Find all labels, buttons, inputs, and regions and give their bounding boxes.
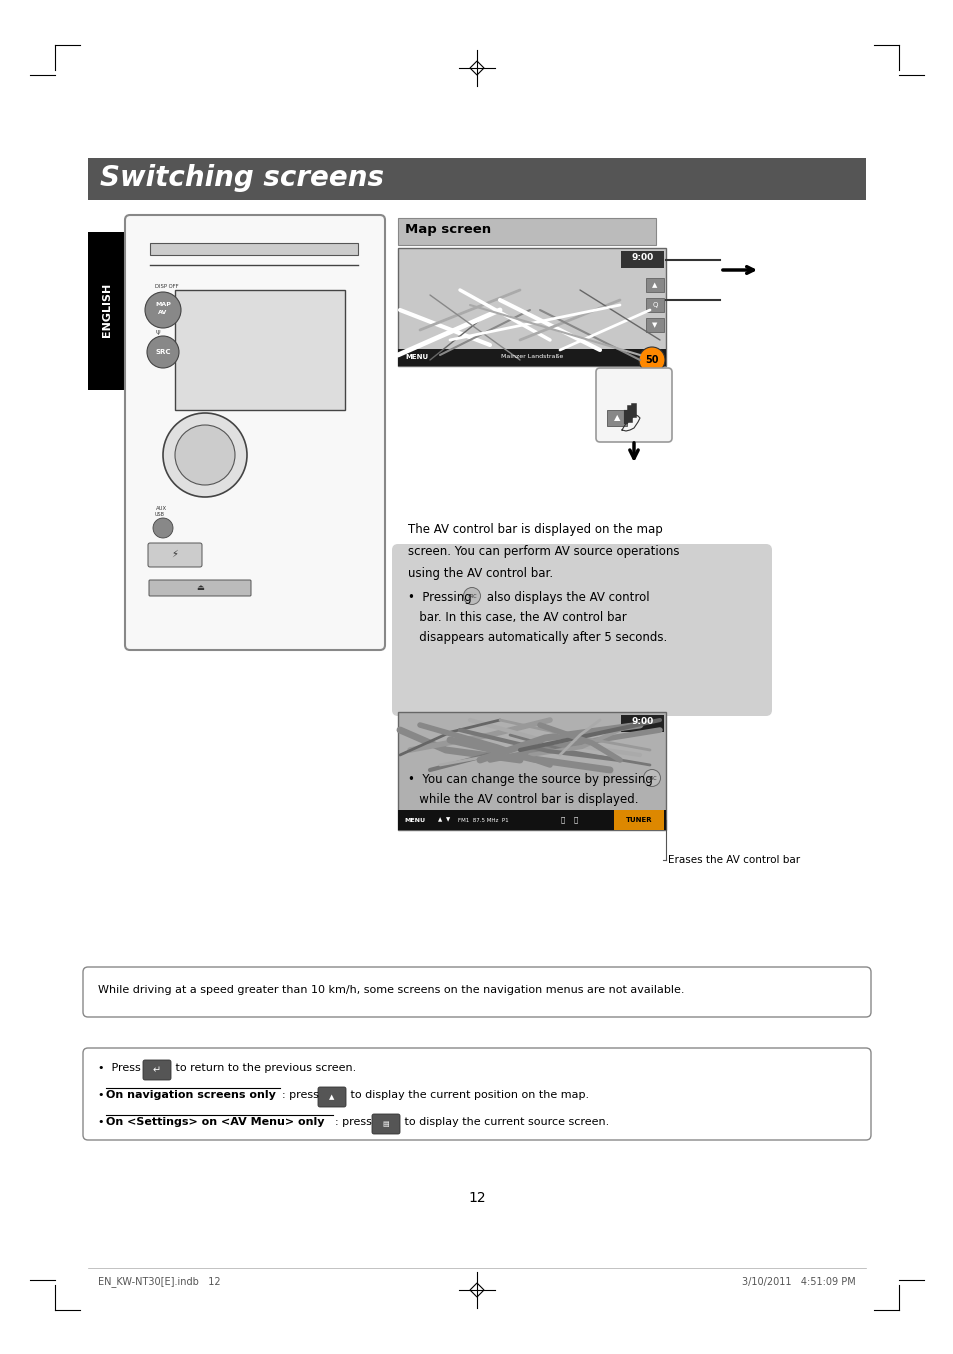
FancyBboxPatch shape xyxy=(397,218,656,245)
Circle shape xyxy=(163,413,247,497)
Text: to display the current source screen.: to display the current source screen. xyxy=(400,1117,609,1127)
FancyBboxPatch shape xyxy=(397,349,665,366)
FancyBboxPatch shape xyxy=(397,712,665,830)
Text: to return to the previous screen.: to return to the previous screen. xyxy=(172,1063,355,1072)
Text: ENGLISH: ENGLISH xyxy=(102,283,112,337)
Text: also displays the AV control: also displays the AV control xyxy=(482,592,649,604)
Text: AUX: AUX xyxy=(156,505,167,510)
Text: ⏏: ⏏ xyxy=(196,584,204,593)
FancyBboxPatch shape xyxy=(174,290,345,410)
Text: : press: : press xyxy=(335,1117,375,1127)
Circle shape xyxy=(174,425,234,485)
FancyBboxPatch shape xyxy=(606,410,626,427)
Text: Switching screens: Switching screens xyxy=(100,164,384,192)
Text: ▼: ▼ xyxy=(445,818,450,822)
FancyBboxPatch shape xyxy=(83,1048,870,1140)
Text: MAP: MAP xyxy=(155,302,171,306)
Text: SRC: SRC xyxy=(646,776,656,780)
FancyBboxPatch shape xyxy=(149,580,251,596)
FancyBboxPatch shape xyxy=(397,248,665,366)
Text: MENU: MENU xyxy=(405,353,428,360)
Text: The AV control bar is displayed on the map: The AV control bar is displayed on the m… xyxy=(408,524,662,536)
Text: FM1  87.5 MHz  P1: FM1 87.5 MHz P1 xyxy=(457,818,508,822)
Text: ▲: ▲ xyxy=(437,818,441,822)
Text: 3/10/2011   4:51:09 PM: 3/10/2011 4:51:09 PM xyxy=(741,1277,855,1288)
Text: to display the current position on the map.: to display the current position on the m… xyxy=(347,1090,589,1099)
Text: 9:00: 9:00 xyxy=(631,253,654,263)
Text: While driving at a speed greater than 10 km/h, some screens on the navigation me: While driving at a speed greater than 10… xyxy=(98,984,684,995)
FancyBboxPatch shape xyxy=(645,318,663,332)
Text: : press: : press xyxy=(282,1090,322,1099)
Text: EN_KW-NT30[E].indb   12: EN_KW-NT30[E].indb 12 xyxy=(98,1277,220,1288)
Text: •  Pressing: • Pressing xyxy=(408,592,475,604)
Text: •  Press: • Press xyxy=(98,1063,144,1072)
Circle shape xyxy=(463,588,480,604)
Text: DISP OFF: DISP OFF xyxy=(154,283,178,288)
Text: ▲: ▲ xyxy=(652,282,657,288)
Text: 50: 50 xyxy=(644,355,659,366)
Text: 12: 12 xyxy=(468,1192,485,1205)
Text: ⏮: ⏮ xyxy=(560,816,564,823)
FancyBboxPatch shape xyxy=(143,1060,171,1080)
Text: AV: AV xyxy=(158,310,168,314)
FancyBboxPatch shape xyxy=(596,368,671,441)
FancyBboxPatch shape xyxy=(620,715,663,733)
FancyBboxPatch shape xyxy=(88,158,865,200)
Text: Mainzer Landstraße: Mainzer Landstraße xyxy=(500,355,562,360)
Circle shape xyxy=(152,519,172,538)
FancyBboxPatch shape xyxy=(645,298,663,311)
FancyBboxPatch shape xyxy=(645,278,663,292)
FancyBboxPatch shape xyxy=(83,967,870,1017)
Text: screen. You can perform AV source operations: screen. You can perform AV source operat… xyxy=(408,546,679,558)
Text: USB: USB xyxy=(154,513,165,517)
FancyBboxPatch shape xyxy=(614,810,663,830)
Text: •: • xyxy=(98,1090,112,1099)
FancyBboxPatch shape xyxy=(125,215,385,650)
FancyBboxPatch shape xyxy=(372,1114,399,1135)
FancyBboxPatch shape xyxy=(620,250,663,268)
Circle shape xyxy=(643,769,659,787)
Text: Q: Q xyxy=(652,302,657,307)
FancyBboxPatch shape xyxy=(397,810,665,830)
FancyBboxPatch shape xyxy=(392,544,771,716)
Circle shape xyxy=(147,336,179,368)
Text: ▼: ▼ xyxy=(652,322,657,328)
Text: disappears automatically after 5 seconds.: disappears automatically after 5 seconds… xyxy=(408,631,666,645)
Text: bar. In this case, the AV control bar: bar. In this case, the AV control bar xyxy=(408,612,626,624)
Text: MENU: MENU xyxy=(403,818,425,822)
Text: On navigation screens only: On navigation screens only xyxy=(106,1090,275,1099)
FancyBboxPatch shape xyxy=(317,1087,346,1108)
Text: ▲: ▲ xyxy=(613,413,619,422)
Text: ▤: ▤ xyxy=(382,1121,389,1127)
Text: using the AV control bar.: using the AV control bar. xyxy=(408,567,553,581)
Text: On <Settings> on <AV Menu> only: On <Settings> on <AV Menu> only xyxy=(106,1117,324,1127)
FancyBboxPatch shape xyxy=(88,232,126,390)
Text: ↵: ↵ xyxy=(152,1066,161,1075)
Text: while the AV control bar is displayed.: while the AV control bar is displayed. xyxy=(408,793,638,807)
Circle shape xyxy=(639,347,664,372)
Text: •: • xyxy=(98,1117,112,1127)
Text: TUNER: TUNER xyxy=(625,816,652,823)
Circle shape xyxy=(145,292,181,328)
Text: Map screen: Map screen xyxy=(405,223,491,237)
FancyBboxPatch shape xyxy=(148,543,202,567)
Text: •  You can change the source by pressing: • You can change the source by pressing xyxy=(408,773,656,787)
Text: ⚡: ⚡ xyxy=(172,548,178,559)
Text: ▲: ▲ xyxy=(329,1094,335,1099)
Text: SRC: SRC xyxy=(155,349,171,355)
Text: ⏭: ⏭ xyxy=(574,816,578,823)
Text: ψ: ψ xyxy=(156,329,160,334)
Text: SRC: SRC xyxy=(467,593,476,598)
Text: 9:00: 9:00 xyxy=(631,718,654,727)
Text: Erases the AV control bar: Erases the AV control bar xyxy=(667,854,800,865)
FancyBboxPatch shape xyxy=(150,242,357,255)
